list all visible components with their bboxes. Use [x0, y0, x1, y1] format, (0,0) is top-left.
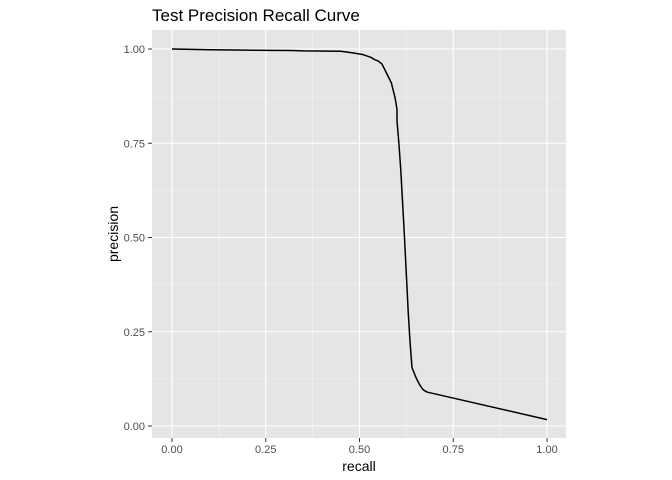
x-tick-label: 1.00	[536, 444, 557, 456]
y-tick-label: 0.00	[124, 421, 145, 433]
x-axis-ticks: 0.00 0.25 0.50 0.75 1.00	[161, 438, 558, 456]
chart-title: Test Precision Recall Curve	[152, 6, 360, 25]
major-gridlines	[152, 30, 566, 438]
y-tick-label: 0.75	[124, 138, 145, 150]
x-axis-title: recall	[342, 458, 375, 474]
y-tick-label: 0.50	[124, 233, 145, 245]
x-tick-label: 0.50	[349, 444, 370, 456]
x-tick-label: 0.00	[161, 444, 182, 456]
x-tick-label: 0.25	[255, 444, 276, 456]
y-tick-label: 0.25	[124, 327, 145, 339]
precision-recall-line	[171, 48, 548, 421]
y-axis-ticks: 0.00 0.25 0.50 0.75 1.00	[124, 44, 152, 433]
y-tick-label: 1.00	[124, 44, 145, 56]
y-axis-title: precision	[105, 206, 121, 262]
x-tick-label: 0.75	[443, 444, 464, 456]
